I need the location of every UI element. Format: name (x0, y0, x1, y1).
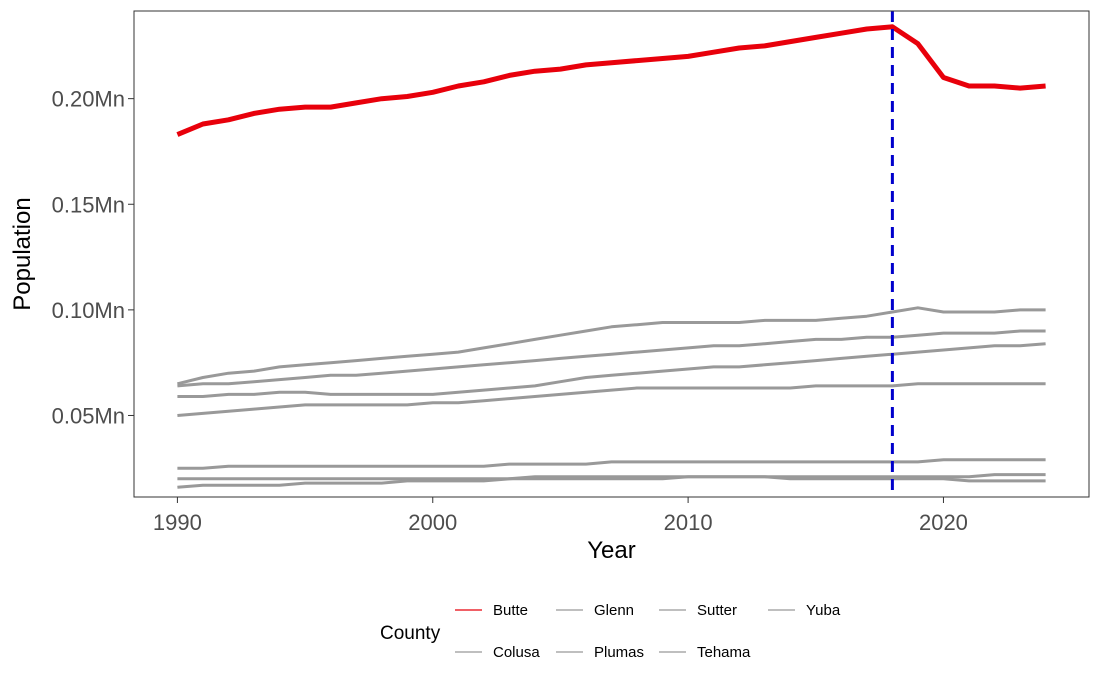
legend-label-butte: Butte (493, 602, 528, 619)
series-line-butte (176, 24, 1046, 137)
series-line-tehama (177, 306, 1046, 386)
series-line-sutter (177, 329, 1046, 388)
legend-label-glenn: Glenn (594, 602, 634, 619)
legend: County Butte Glenn Sutter Yuba Colusa Plumas T… (380, 602, 841, 661)
series-line-glenn (177, 382, 1046, 417)
legend-label-sutter: Sutter (697, 602, 737, 619)
legend-label-colusa: Colusa (493, 644, 540, 661)
x-tick-label: 2000 (408, 510, 457, 535)
y-tick-label: 0.10Mn (52, 298, 125, 323)
series-line-plumas (177, 473, 1046, 481)
plot-panel-border (133, 10, 1090, 498)
x-axis: 1990 2000 2010 2020 (153, 497, 968, 535)
series-layer (176, 24, 1046, 489)
series-line-butte-area-remnant (177, 475, 1046, 489)
legend-label-plumas: Plumas (594, 644, 644, 661)
legend-label-tehama: Tehama (697, 644, 751, 661)
y-axis: 0.05Mn 0.10Mn 0.15Mn 0.20Mn (52, 87, 134, 428)
y-tick-label: 0.05Mn (52, 403, 125, 428)
x-tick-label: 2020 (919, 510, 968, 535)
series-line-colusa (177, 458, 1046, 470)
x-tick-label: 2010 (664, 510, 713, 535)
series-line-yuba (177, 342, 1046, 398)
legend-label-yuba: Yuba (806, 602, 841, 619)
x-tick-label: 1990 (153, 510, 202, 535)
y-axis-title: Population (9, 197, 36, 310)
legend-title: County (380, 623, 441, 644)
y-tick-label: 0.20Mn (52, 87, 125, 112)
y-tick-label: 0.15Mn (52, 192, 125, 217)
x-axis-title: Year (587, 537, 636, 564)
